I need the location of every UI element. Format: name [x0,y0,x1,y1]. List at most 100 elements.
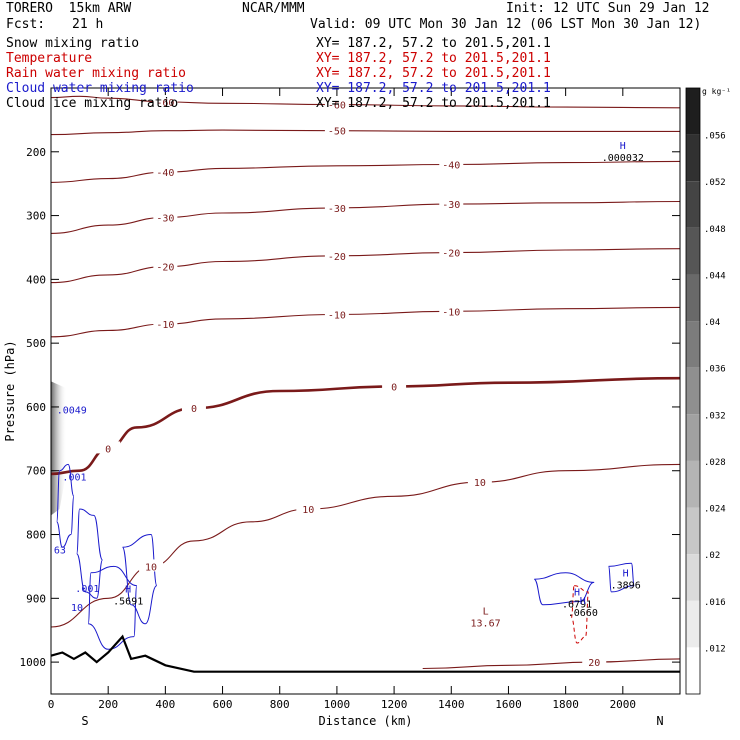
colorbar-tick-label: .032 [704,411,726,421]
colorbar-swatch [686,367,700,415]
colorbar-swatch [686,227,700,275]
y-tick-label: 200 [26,146,46,159]
colorbar-swatch [686,600,700,648]
extremum-value: .6791 [562,600,592,611]
colorbar-swatch [686,414,700,461]
field-name-cloud-water: Cloud water mixing ratio [6,81,194,96]
isotherm-label-bg [153,95,178,108]
y-tick-label: 600 [26,401,46,414]
contour-annotation: .001 [75,584,99,595]
snow-shading [51,381,67,516]
extremum-value: .000032 [602,153,644,164]
snow-shade-region [51,381,67,516]
x-tick-label: 200 [98,698,118,711]
center-name: NCAR/MMM [242,1,305,16]
colorbar-tick-label: .048 [704,225,726,235]
isotherm-label: -60 [156,98,174,109]
valid-time: Valid: 09 UTC Mon 30 Jan 12 (06 LST Mon … [310,17,702,32]
isotherm-label-bg [439,157,464,170]
isotherm-label-bg [324,307,349,320]
cloud-water-contours [56,463,635,650]
x-tick-label: 400 [155,698,175,711]
field-xs-temperature: XY= 187.2, 57.2 to 201.5,201.1 [316,51,551,66]
isotherm-label-bg [139,559,164,572]
rain-contour [570,585,589,644]
x-axis-label: Distance (km) [319,714,413,728]
extremum-value: .5691 [113,596,143,607]
colorbar-unit: g kg⁻¹ [702,87,731,96]
isotherm-label-bg [153,210,178,223]
field-name-snow: Snow mixing ratio [6,36,140,51]
contour-annotation: 10 [71,603,83,614]
colorbar-frame [685,87,701,695]
y-tick-label: 300 [26,210,46,223]
isotherm-label: 10 [302,505,314,516]
isotherm-label-bg [153,165,178,178]
colorbar-swatch [686,321,700,368]
x-tick-label: 1800 [552,698,579,711]
isotherm-label: -30 [328,204,346,215]
right-end-label: N [656,714,663,728]
isotherm--30 [50,200,681,234]
isotherm-label: -40 [156,168,174,179]
plot-axes: 0 200 400 600 800 1000 1200 1400 1600 1800 2000200… [3,87,681,728]
cloud-water-contour [76,508,103,599]
contour-annotation: .0049 [57,405,87,416]
extremum-marker: L [483,607,489,618]
isotherm-label-bg [439,245,464,258]
isotherm--60 [50,95,681,109]
isotherm-label: -10 [442,307,460,318]
forecast-label: Fcst: [6,17,46,32]
isotherm-label: -40 [442,161,460,172]
isotherm--10 [50,306,681,338]
cloud-water-contour [122,533,158,625]
y-axis-label: Pressure (hPa) [3,340,17,441]
x-tick-label: 600 [213,698,233,711]
isotherm-label-bg [296,502,321,515]
isotherm-label-bg [439,304,464,317]
field-name-rain: Rain water mixing ratio [6,66,187,81]
extremum-value: .3896 [611,580,641,591]
terrain-line [50,634,680,673]
isotherm-label: 0 [391,383,397,394]
temperature-contours [50,95,681,670]
extremum-value: .0660 [568,608,598,619]
colorbar-swatch [686,554,700,601]
isotherm-label-bg [439,197,464,210]
isotherm-label: -20 [328,252,346,263]
y-tick-label: 900 [26,592,46,605]
isotherm-label-bg [324,248,349,261]
plot-frame [50,87,681,695]
isotherm--50 [50,129,680,136]
x-tick-label: 1000 [324,698,351,711]
extremum-marker: H [580,596,586,607]
colorbar-swatch [686,88,700,135]
extremum-value: 13.67 [471,619,501,630]
model-title: TORERO 15km ARW [6,1,132,16]
field-name-temperature: Temperature [6,51,93,66]
isotherm--20 [50,248,681,284]
x-tick-label: 800 [270,698,290,711]
isotherm-label-bg [181,401,206,414]
isotherm-label: -60 [328,101,346,112]
init-time: Init: 12 UTC Sun 29 Jan 12 [506,1,710,16]
colorbar-swatch [686,181,700,228]
extremum-marker: H [125,584,131,595]
extremum-marker: H [574,588,580,599]
isotherm-label-bg [467,475,492,488]
x-tick-label: 1600 [495,698,522,711]
isotherm-label-bg [382,379,407,392]
isotherm-label: -10 [156,320,174,331]
field-name-cloud-ice: Cloud ice mixing ratio [6,96,179,111]
contour-labels: -60 -60 -50 -40 -40 -30 -30 -30 -20 -20 -20 -10 -10 -… [54,95,644,669]
y-tick-label: 800 [26,529,46,542]
isotherm-label-bg [324,200,349,213]
isotherm-label-bg [324,123,349,136]
isotherm-0 [50,376,681,476]
field-xs-cloud-ice: XY= 187.2, 57.2 to 201.5,201.1 [316,96,551,111]
colorbar-tick-label: .02 [704,551,720,561]
cloud-water-contour [56,463,75,548]
x-tick-label: 1200 [381,698,408,711]
colorbar-tick-label: .012 [704,644,726,654]
colorbar-swatch [686,274,700,322]
